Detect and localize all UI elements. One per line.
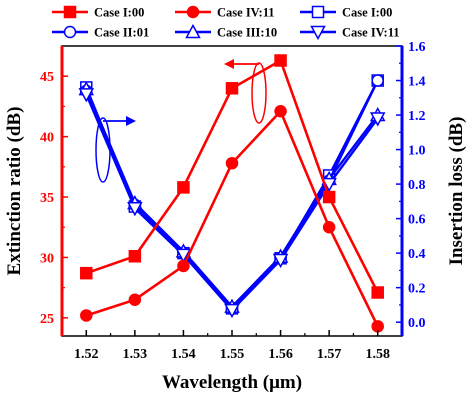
left-tick-label: 35 xyxy=(40,191,54,206)
right-tick-label: 1.4 xyxy=(408,75,426,90)
series-3 xyxy=(80,74,384,315)
legend-entry: Case III:10 xyxy=(175,23,277,40)
data-point xyxy=(322,190,336,204)
series-5 xyxy=(78,81,386,313)
legend-entry: Case IV:11 xyxy=(300,25,400,41)
axes: 1.52 1.53 1.54 1.55 1.56 1.57 1.58 25 30 35 40 45 0.… xyxy=(40,40,426,362)
left-tick-label: 30 xyxy=(40,251,54,266)
data-point xyxy=(80,309,93,322)
legend-label: Case IV:11 xyxy=(342,26,400,40)
x-axis-title: Wavelength (μm) xyxy=(162,372,302,393)
data-point xyxy=(127,202,143,217)
data-point xyxy=(272,253,289,269)
legend-marker xyxy=(63,25,77,39)
plot-area xyxy=(78,54,386,333)
data-point xyxy=(177,181,190,194)
legend-entry: Case IV:11 xyxy=(175,6,275,20)
legend-label: Case I:00 xyxy=(94,6,144,20)
series-6 xyxy=(78,88,386,319)
x-tick-label: 1.53 xyxy=(123,347,148,362)
x-tick-label: 1.56 xyxy=(268,347,293,362)
left-axis-title: Extinction ratio (dB) xyxy=(4,107,25,276)
legend-marker xyxy=(311,5,325,19)
data-point xyxy=(274,54,287,67)
left-axis-arrowhead xyxy=(224,59,234,69)
legend-label: Case I:00 xyxy=(342,6,392,20)
legend-marker xyxy=(63,5,77,19)
data-point xyxy=(371,286,384,299)
right-axis-title: Insertion loss (dB) xyxy=(446,117,467,266)
data-point xyxy=(177,259,190,273)
right-tick-label: 0.2 xyxy=(408,282,426,297)
data-point xyxy=(369,112,386,127)
right-tick-label: 1.6 xyxy=(408,40,426,55)
x-tick-label: 1.58 xyxy=(365,347,390,362)
x-tick-label: 1.57 xyxy=(317,347,342,362)
legend-label: Case IV:11 xyxy=(217,6,275,20)
x-tick-label: 1.52 xyxy=(74,347,99,362)
data-point xyxy=(225,82,239,95)
legend-entry: Case I:00 xyxy=(52,6,144,20)
data-point xyxy=(175,248,192,263)
series-2 xyxy=(80,105,384,333)
data-point xyxy=(274,105,287,118)
legend: Case I:00 Case IV:11 Case I:00 Case II:01 Ca… xyxy=(52,6,400,41)
series-4 xyxy=(80,74,384,315)
right-tick-label: 0.8 xyxy=(408,178,426,193)
data-point xyxy=(128,250,142,263)
data-point xyxy=(224,303,240,319)
data-point xyxy=(322,221,336,234)
x-tick-label: 1.55 xyxy=(220,347,245,362)
right-tick-label: 0.6 xyxy=(408,213,426,228)
legend-label: Case II:01 xyxy=(94,26,149,40)
legend-label: Case III:10 xyxy=(217,26,277,40)
left-tick-label: 25 xyxy=(40,312,54,327)
axis-arrows xyxy=(95,59,267,183)
legend-entry: Case II:01 xyxy=(52,26,149,40)
x-tick-label: 1.54 xyxy=(171,347,196,362)
series-line xyxy=(85,108,379,327)
data-point xyxy=(128,293,142,306)
right-tick-label: 1.2 xyxy=(408,109,426,124)
right-tick-label: 0.4 xyxy=(408,247,426,262)
data-point xyxy=(371,74,384,87)
legend-entry: Case I:00 xyxy=(300,6,392,20)
left-axis-ellipse xyxy=(251,62,267,124)
legend-marker xyxy=(186,5,200,19)
left-tick-label: 45 xyxy=(40,70,54,85)
right-axis-arrowhead xyxy=(126,116,136,126)
data-point xyxy=(225,156,239,170)
right-tick-label: 0.0 xyxy=(408,316,426,331)
legend-marker xyxy=(310,25,326,41)
data-point xyxy=(78,88,95,103)
right-tick-label: 1.0 xyxy=(408,144,426,159)
left-tick-label: 40 xyxy=(40,131,54,146)
data-point xyxy=(80,266,93,280)
legend-marker xyxy=(185,23,201,39)
series-1 xyxy=(80,54,384,299)
